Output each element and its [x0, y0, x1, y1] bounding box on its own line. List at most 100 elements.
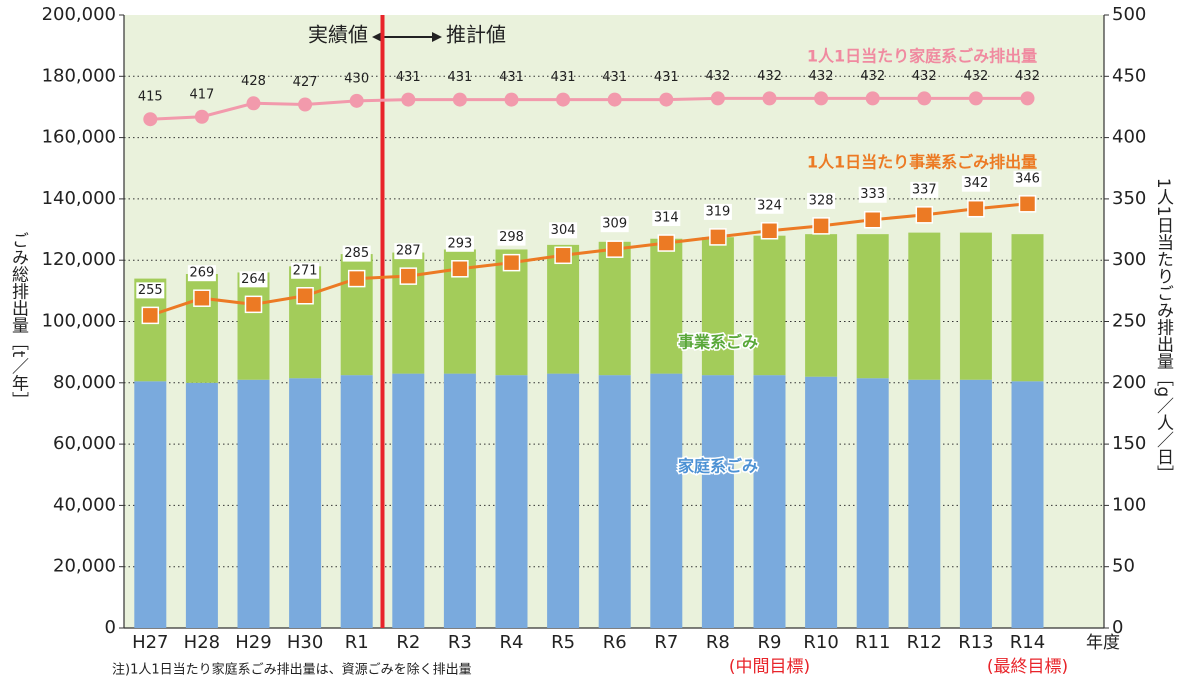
data-label: 431	[499, 70, 524, 85]
x-tick-label: R3	[448, 632, 472, 653]
marker	[710, 91, 725, 106]
bar	[753, 235, 786, 376]
marker	[349, 93, 364, 108]
label-box	[342, 245, 371, 262]
marker	[607, 92, 622, 107]
x-tick-note: (最終目標)	[987, 657, 1068, 677]
marker	[194, 109, 209, 124]
y2-tick-label: 100	[1112, 494, 1146, 515]
marker	[1020, 91, 1035, 106]
marker	[401, 92, 416, 107]
marker	[915, 206, 934, 224]
data-label: 319	[705, 204, 730, 219]
y-tick-label: 100,000	[42, 311, 116, 332]
y2-tick-label: 350	[1112, 188, 1146, 209]
y-tick-label: 120,000	[42, 249, 116, 270]
marker	[556, 92, 571, 107]
label-box	[961, 175, 990, 192]
label-box	[1013, 170, 1042, 187]
data-label: 432	[809, 69, 834, 84]
marker	[917, 91, 932, 106]
data-label: 431	[447, 70, 472, 85]
y2-tick-label: 250	[1112, 311, 1146, 332]
data-label: 314	[654, 211, 679, 226]
data-label: 309	[602, 217, 627, 232]
marker	[605, 240, 624, 258]
bar	[237, 379, 270, 628]
bar	[650, 373, 683, 628]
marker	[246, 96, 261, 111]
bar	[805, 234, 838, 377]
marker	[244, 295, 263, 314]
data-label: 417	[189, 87, 214, 102]
label-box	[755, 197, 784, 214]
series-label: 事業系ごみ	[678, 333, 758, 352]
series-label: 1人1日当たり家庭系ごみ排出量	[807, 47, 1037, 66]
x-tick-label: H30	[287, 632, 323, 653]
data-label: 432	[860, 69, 885, 84]
line	[150, 96, 1028, 121]
marker	[504, 92, 519, 107]
y2-axis-label: 1人1日当たりごみ排出量［g／人／日］	[1153, 178, 1174, 482]
data-label: 431	[551, 70, 576, 85]
x-tick-label: R13	[958, 632, 993, 653]
x-tick-label: R11	[855, 632, 890, 653]
data-label: 431	[396, 70, 421, 85]
data-label: 431	[654, 70, 679, 85]
data-label: 432	[1015, 69, 1040, 84]
marker	[502, 253, 521, 272]
marker	[814, 91, 829, 106]
x-tick-label: R4	[500, 632, 524, 653]
arrow	[372, 32, 442, 42]
data-label: 287	[396, 244, 421, 259]
bar	[547, 244, 580, 374]
label-box	[187, 265, 216, 282]
x-tick-label: H28	[184, 632, 220, 653]
data-label: 431	[602, 70, 627, 85]
marker	[968, 91, 983, 106]
label-box	[652, 210, 681, 227]
data-label: 293	[447, 236, 472, 251]
data-label: 346	[1015, 171, 1040, 186]
bar	[701, 375, 734, 628]
marker	[141, 306, 160, 325]
label-box	[497, 229, 526, 246]
label-box	[239, 271, 268, 288]
y2-tick-label: 400	[1112, 127, 1146, 148]
bar	[753, 375, 786, 628]
y2-tick-label: 150	[1112, 433, 1146, 454]
bar	[908, 232, 941, 380]
y-tick-label: 20,000	[53, 556, 116, 577]
data-label: 342	[963, 176, 988, 191]
y-tick-label: 60,000	[53, 433, 116, 454]
marker	[452, 92, 467, 107]
bar	[185, 382, 218, 628]
label-box	[549, 222, 578, 239]
data-label: 415	[138, 90, 163, 105]
marker	[143, 112, 158, 127]
x-tick-label: R10	[803, 632, 838, 653]
x-tick-label: H29	[235, 632, 271, 653]
label-box	[858, 186, 887, 203]
x-tick-label: H27	[132, 632, 168, 653]
label-box	[136, 282, 165, 299]
x-tick-label: R12	[907, 632, 942, 653]
note: 注)1人1日当たり家庭系ごみ排出量は、資源ごみを除く排出量	[112, 662, 472, 678]
series-label: 家庭系ごみ	[678, 457, 758, 476]
label-box	[600, 216, 629, 233]
y-tick-label: 80,000	[53, 372, 116, 393]
label-box	[394, 243, 423, 260]
x-tick-label: R7	[654, 632, 678, 653]
label-box	[807, 192, 836, 209]
y2-tick-label: 200	[1112, 372, 1146, 393]
data-label: 264	[241, 272, 266, 287]
bar	[701, 237, 734, 376]
data-label: 304	[551, 223, 576, 238]
marker	[863, 210, 882, 229]
bar	[392, 373, 425, 628]
data-label: 298	[499, 230, 524, 245]
label-box	[910, 181, 939, 198]
bar	[340, 375, 373, 628]
y-axis-label: ごみ総排出量［t／年］	[8, 232, 29, 409]
